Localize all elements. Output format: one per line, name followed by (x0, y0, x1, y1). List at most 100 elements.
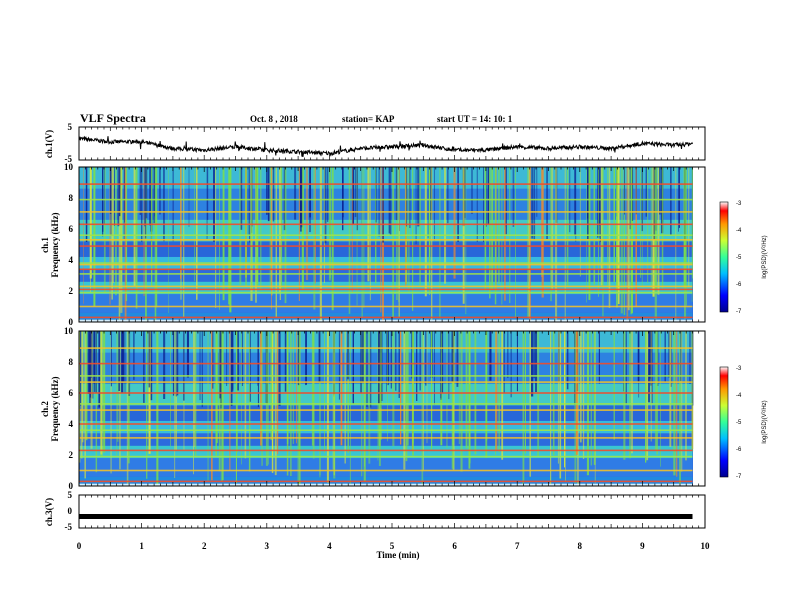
spectrogram-spike (324, 331, 325, 454)
spectrogram-spike (260, 167, 262, 291)
ch2-ytick-2: 2 (69, 450, 74, 460)
spectrogram-spike (186, 331, 189, 378)
spectrogram-spike (294, 167, 297, 220)
spectrogram-spike (180, 167, 182, 279)
spectrogram-spike (141, 167, 143, 242)
spectrogram-spike (426, 331, 428, 444)
ch2-ytick-6: 6 (69, 388, 74, 398)
spectrogram-narrowband-line (79, 469, 693, 472)
xtick-label-10: 10 (701, 541, 711, 551)
spectrogram-spike (329, 167, 331, 279)
spectrogram-spike (349, 331, 351, 485)
spectrogram-spike (412, 167, 414, 311)
spectrogram-spike (626, 167, 629, 320)
spectrogram-spike (237, 331, 239, 391)
spectrogram-spike (551, 167, 554, 291)
spectrogram-band (79, 331, 693, 353)
ch1-cb-tick-6: -6 (736, 282, 742, 288)
spectrogram-spike (691, 331, 694, 452)
spectrogram-spike (298, 167, 300, 301)
spectrogram-spike (212, 331, 214, 389)
spectrogram-narrowband-line (79, 263, 693, 266)
spectrogram-spike (664, 331, 666, 382)
ch2-ylabel-channel: ch.2 (40, 401, 50, 417)
ch2-cb-tick-4: -4 (736, 393, 742, 399)
spectrogram-spike (143, 167, 145, 297)
spectrogram-spike (110, 331, 112, 387)
spectrogram-spike (546, 167, 548, 240)
spectrogram-spike (431, 331, 433, 448)
spectrogram-spike (126, 331, 129, 485)
spectrogram-spike (447, 167, 449, 224)
ch3-ytick-bottom: -5 (65, 522, 73, 532)
spectrogram-spike (269, 167, 272, 290)
spectrogram-spike (257, 331, 259, 386)
ch2-cb-tick-7: -7 (736, 474, 742, 480)
spectrogram-spike (135, 167, 138, 309)
spectrogram-spike (657, 167, 660, 295)
ch1-colorbar: -3 -4 -5 -6 -7 log(PSD)(V²/Hz) (719, 201, 768, 315)
spectrogram-spike (219, 167, 220, 310)
spectrogram-spike (159, 167, 161, 215)
spectrogram-spike (260, 331, 262, 446)
spectrogram-spike (80, 331, 82, 406)
spectrogram-spike (319, 167, 322, 322)
spectrogram-spike (439, 167, 441, 319)
spectrogram-spike (89, 167, 92, 279)
spectrogram-spike (90, 331, 93, 449)
spectrogram-spike (575, 167, 577, 242)
ch1-ytick-6: 6 (69, 224, 74, 234)
spectrogram-spike (409, 167, 411, 228)
spectrogram-spike (125, 167, 128, 301)
spectrogram-spike (360, 331, 362, 394)
spectrogram-narrowband-line (79, 480, 693, 483)
spectrogram-spike (183, 167, 185, 317)
spectrogram-spike (659, 167, 661, 215)
spectrogram-narrowband-line (79, 429, 693, 431)
spectrogram-spike (527, 167, 529, 318)
ch1-spectrogram-image (79, 167, 693, 322)
spectrogram-band (79, 433, 693, 446)
ch3-waveform-panel: 5 0 -5 ch.3(V) (44, 490, 706, 532)
spectrogram-spike (566, 331, 569, 390)
spectrogram-spike (536, 167, 538, 217)
spectrogram-spike (645, 167, 647, 217)
spectrogram-spike (110, 331, 112, 474)
spectrogram-spike (241, 331, 242, 465)
spectrogram-spike (651, 331, 653, 404)
spectrogram-spike (80, 331, 83, 459)
spectrogram-spike (533, 331, 535, 379)
spectrogram-spike (340, 331, 343, 446)
spectrogram-spike (582, 331, 585, 459)
spectrogram-spike (312, 331, 315, 459)
ch3-waveform-line (79, 514, 693, 519)
ch2-cb-tick-5: -5 (736, 420, 742, 426)
ch3-ytick-top: 5 (68, 490, 73, 500)
spectrogram-narrowband-line (79, 273, 693, 275)
spectrogram-spike (608, 167, 611, 308)
spectrogram-spike (395, 331, 397, 391)
spectrogram-band (79, 269, 693, 282)
spectrogram-spike (354, 167, 357, 217)
spectrogram-spike (199, 331, 201, 401)
spectrogram-spike (219, 331, 221, 399)
spectrogram-spike (133, 331, 135, 380)
spectrogram-spike (313, 167, 316, 310)
spectrogram-spike (601, 167, 604, 286)
spectrogram-spike (623, 331, 626, 460)
ch1-cb-tick-3: -3 (736, 201, 742, 207)
spectrogram-spike (624, 167, 625, 215)
spectrogram-spike (396, 167, 398, 300)
spectrogram-spike (625, 331, 627, 405)
spectrogram-spike (574, 167, 576, 236)
spectrogram-spike (220, 331, 223, 482)
spectrogram-spike (363, 167, 365, 308)
ch1-ytick-0: 0 (69, 317, 74, 327)
spectrogram-spike (495, 331, 498, 450)
spectrogram-spike (504, 167, 506, 301)
ch2-colorbar-scale (719, 366, 729, 478)
spectrogram-spike (272, 167, 275, 222)
ch1-ytick-10: 10 (64, 162, 74, 172)
spectrogram-spike (577, 331, 579, 486)
spectrogram-spike (324, 167, 327, 244)
